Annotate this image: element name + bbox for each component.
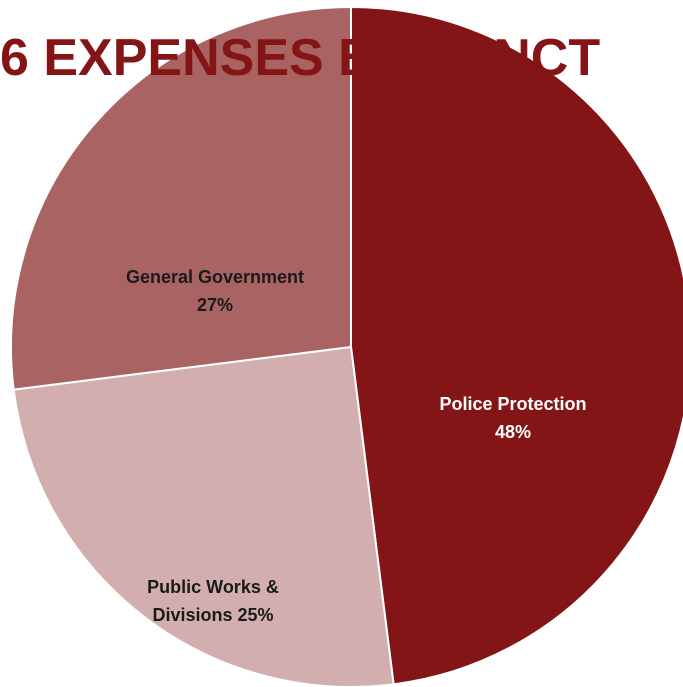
pie-slice-3 bbox=[10, 5, 352, 391]
pie-slice-label-line: 48% bbox=[495, 422, 531, 442]
pie-slice-label-2: Public Works & Divisions 25% bbox=[147, 577, 279, 625]
pie-slice-label-line: General Government bbox=[126, 267, 304, 287]
chart-title: 6 EXPENSES BY FUNCT bbox=[0, 29, 600, 87]
pie-slice-label-3: General Government 27% bbox=[126, 267, 304, 315]
pie-slices bbox=[10, 5, 683, 687]
pie-slice-label-line: Divisions 25% bbox=[152, 605, 273, 625]
pie-slice-label-1: Police Protection 48% bbox=[439, 394, 586, 442]
pie-slice-2 bbox=[12, 345, 395, 687]
pie-slice-label-line: 27% bbox=[197, 295, 233, 315]
pie-slice-1 bbox=[350, 5, 683, 686]
pie-slice-label-line: Police Protection bbox=[439, 394, 586, 414]
pie-slice-label-line: Public Works & bbox=[147, 577, 279, 597]
pie-labels: Police Protection 48% Public Works & Divisi… bbox=[126, 267, 587, 625]
